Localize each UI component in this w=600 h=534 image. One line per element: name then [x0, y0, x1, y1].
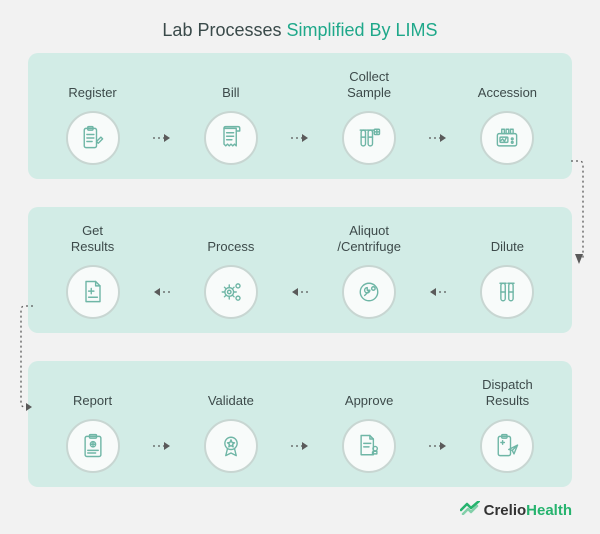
brand-name-2: Health	[526, 502, 572, 519]
arrow-right-icon	[428, 419, 448, 473]
title-prefix: Lab Processes	[162, 20, 286, 40]
step-process: Process	[181, 221, 281, 319]
ribbon-star-icon	[204, 419, 258, 473]
step-register: Register	[43, 67, 143, 165]
step-approve: Approve	[319, 375, 419, 473]
wrench-gear-icon	[342, 265, 396, 319]
clipboard-send-icon	[480, 419, 534, 473]
test-tubes-icon	[480, 265, 534, 319]
analyzer-icon	[480, 111, 534, 165]
clipboard-medical-icon	[66, 419, 120, 473]
connector-1-2	[570, 160, 582, 270]
step-label: Process	[207, 221, 254, 255]
step-label: Register	[68, 67, 116, 101]
step-validate: Validate	[181, 375, 281, 473]
arrow-right-icon	[152, 111, 172, 165]
brand-mark-icon	[460, 501, 480, 520]
flow-row-2: GetResults Process	[28, 207, 572, 333]
brand-text: CrelioHealth	[484, 502, 572, 519]
step-report: Report	[43, 375, 143, 473]
flow-row-1: Register Bill CollectSample	[28, 53, 572, 179]
step-label: Bill	[222, 67, 239, 101]
step-bill: Bill	[181, 67, 281, 165]
step-label: DispatchResults	[482, 375, 533, 409]
flowchart: Register Bill CollectSample	[0, 41, 600, 487]
connector-2-3	[18, 305, 30, 420]
test-tubes-plus-icon	[342, 111, 396, 165]
step-label: Validate	[208, 375, 254, 409]
step-label: GetResults	[71, 221, 114, 255]
arrow-left-icon	[152, 265, 172, 319]
step-label: Approve	[345, 375, 393, 409]
brand-name-1: Crelio	[484, 502, 527, 519]
title-accent: Simplified By LIMS	[287, 20, 438, 40]
step-aliquot-centrifuge: Aliquot/Centrifuge	[319, 221, 419, 319]
step-label: Aliquot/Centrifuge	[337, 221, 401, 255]
step-label: Dilute	[491, 221, 524, 255]
flow-row-3: Report Validate Approve	[28, 361, 572, 487]
page-title: Lab Processes Simplified By LIMS	[0, 0, 600, 41]
arrow-right-icon	[152, 419, 172, 473]
step-label: CollectSample	[347, 67, 391, 101]
arrow-left-icon	[290, 265, 310, 319]
step-label: Accession	[478, 67, 537, 101]
step-accession: Accession	[457, 67, 557, 165]
receipt-icon	[204, 111, 258, 165]
brand-logo: CrelioHealth	[460, 501, 572, 520]
arrow-right-icon	[290, 111, 310, 165]
arrow-right-icon	[428, 111, 448, 165]
clipboard-pencil-icon	[66, 111, 120, 165]
step-label: Report	[73, 375, 112, 409]
step-get-results: GetResults	[43, 221, 143, 319]
gears-icon	[204, 265, 258, 319]
step-dilute: Dilute	[457, 221, 557, 319]
arrow-right-icon	[290, 419, 310, 473]
step-dispatch-results: DispatchResults	[457, 375, 557, 473]
arrow-left-icon	[428, 265, 448, 319]
doc-stamp-icon	[342, 419, 396, 473]
doc-plus-icon	[66, 265, 120, 319]
step-collect-sample: CollectSample	[319, 67, 419, 165]
